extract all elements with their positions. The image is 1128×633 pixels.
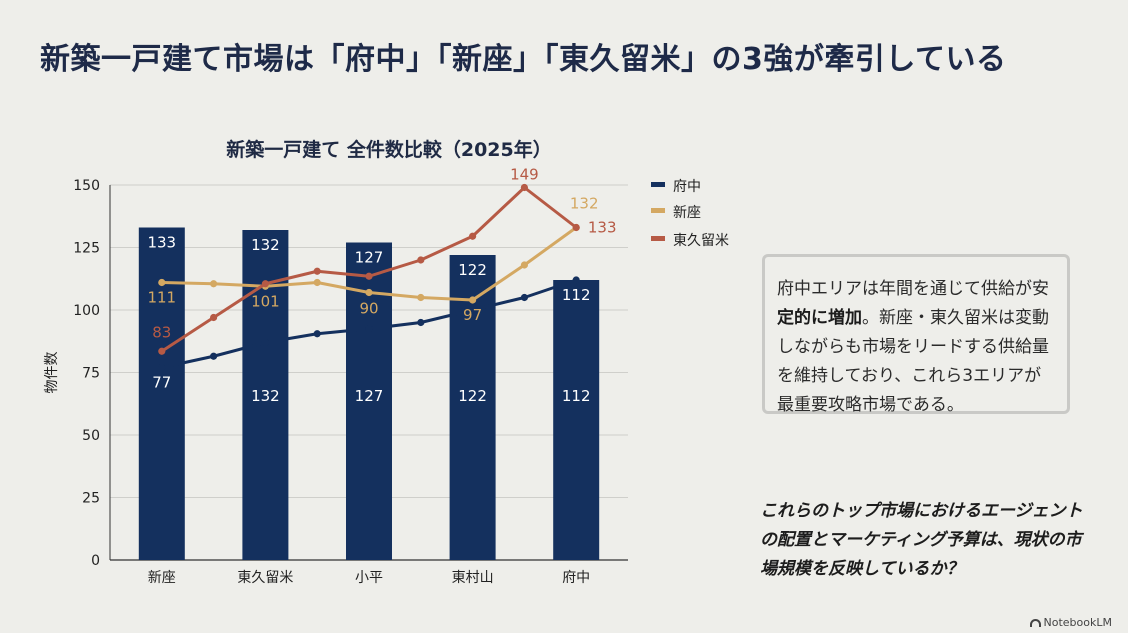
data-point (365, 288, 373, 297)
line-value-label: 133 (588, 219, 617, 237)
callout-highlight: 定的に増加 (777, 308, 862, 328)
data-point (572, 223, 580, 232)
bar-mid-label: 132 (251, 387, 280, 405)
y-axis-label: 物件数 (44, 352, 60, 394)
y-tick-label: 150 (73, 178, 100, 194)
x-tick-label: 府中 (562, 570, 590, 586)
data-point (365, 325, 373, 333)
data-point (261, 338, 269, 347)
data-point (572, 276, 580, 284)
watermark-text: NotebookLM (1043, 616, 1112, 629)
bar-value-label: 122 (458, 261, 487, 279)
page-title: 新築一戸建て市場は「府中」「新座」「東久留米」の3強が牽引している (40, 42, 1007, 77)
legend-label: 東久留米 (673, 233, 729, 249)
y-tick-label: 75 (82, 366, 100, 382)
data-point (417, 256, 425, 264)
chart-title: 新築一戸建て 全件数比較（2025年） (226, 138, 552, 161)
y-tick-label: 125 (73, 241, 100, 257)
data-point (210, 313, 218, 322)
line-value-label: 83 (152, 323, 171, 341)
y-tick-label: 0 (91, 553, 100, 569)
data-point (520, 183, 529, 192)
line-value-label: 111 (147, 289, 176, 307)
bar-mid-label: 122 (458, 387, 487, 405)
data-point (520, 261, 529, 269)
callout-text-2: 。新座・東久留米は変動しながらも市場をリードする供給量を維持しており、これら3エ… (777, 308, 1049, 415)
line-value-label: 77 (152, 374, 171, 392)
bar-mid-label: 127 (355, 387, 384, 405)
bar-value-label: 112 (562, 286, 591, 304)
line-value-label: 101 (251, 292, 280, 310)
bar-value-label: 127 (355, 249, 384, 267)
data-point (210, 280, 218, 288)
bar (138, 227, 185, 560)
line-value-label: 132 (570, 195, 599, 213)
y-tick-label: 50 (82, 428, 100, 444)
notebooklm-watermark: NotebookLM (1029, 616, 1112, 629)
callout-text-1: 府中エリアは年間を通じて供給が安 (777, 279, 1049, 299)
bar (553, 280, 600, 560)
data-point (313, 278, 321, 287)
data-point (469, 232, 477, 240)
line-value-label: 149 (510, 166, 539, 184)
data-point (417, 318, 425, 327)
legend-swatch (651, 236, 665, 241)
x-tick-label: 小平 (355, 570, 383, 586)
data-point (469, 306, 477, 314)
data-point (313, 267, 321, 275)
x-tick-label: 東村山 (452, 570, 494, 586)
data-point (261, 280, 269, 288)
notebooklm-logo-icon (1029, 618, 1041, 627)
data-point (313, 330, 321, 338)
x-tick-label: 新座 (148, 570, 176, 586)
bar-value-label: 133 (147, 234, 176, 252)
line-value-label: 90 (359, 300, 378, 318)
data-point (158, 278, 166, 287)
data-point (158, 363, 166, 372)
data-point (210, 352, 218, 360)
insight-callout: 府中エリアは年間を通じて供給が安定的に増加。新座・東久留米は変動しながらも市場を… (762, 254, 1070, 415)
y-tick-label: 100 (73, 303, 100, 319)
legend-swatch (651, 208, 665, 213)
legend-swatch (651, 182, 665, 187)
y-tick-label: 25 (82, 491, 100, 507)
data-point (417, 293, 425, 302)
legend-label: 府中 (673, 179, 701, 195)
line-value-label: 97 (463, 306, 482, 324)
data-point (520, 293, 529, 302)
discussion-question: これらのトップ市場におけるエージェントの配置とマーケティング予算は、現状の市場規… (760, 501, 1083, 579)
bar-mid-label: 112 (562, 387, 591, 405)
legend-label: 新座 (673, 205, 701, 221)
x-tick-label: 東久留米 (237, 570, 293, 586)
data-point (158, 347, 166, 355)
data-point (365, 272, 373, 280)
data-point (469, 296, 477, 304)
bar-value-label: 132 (251, 236, 280, 254)
